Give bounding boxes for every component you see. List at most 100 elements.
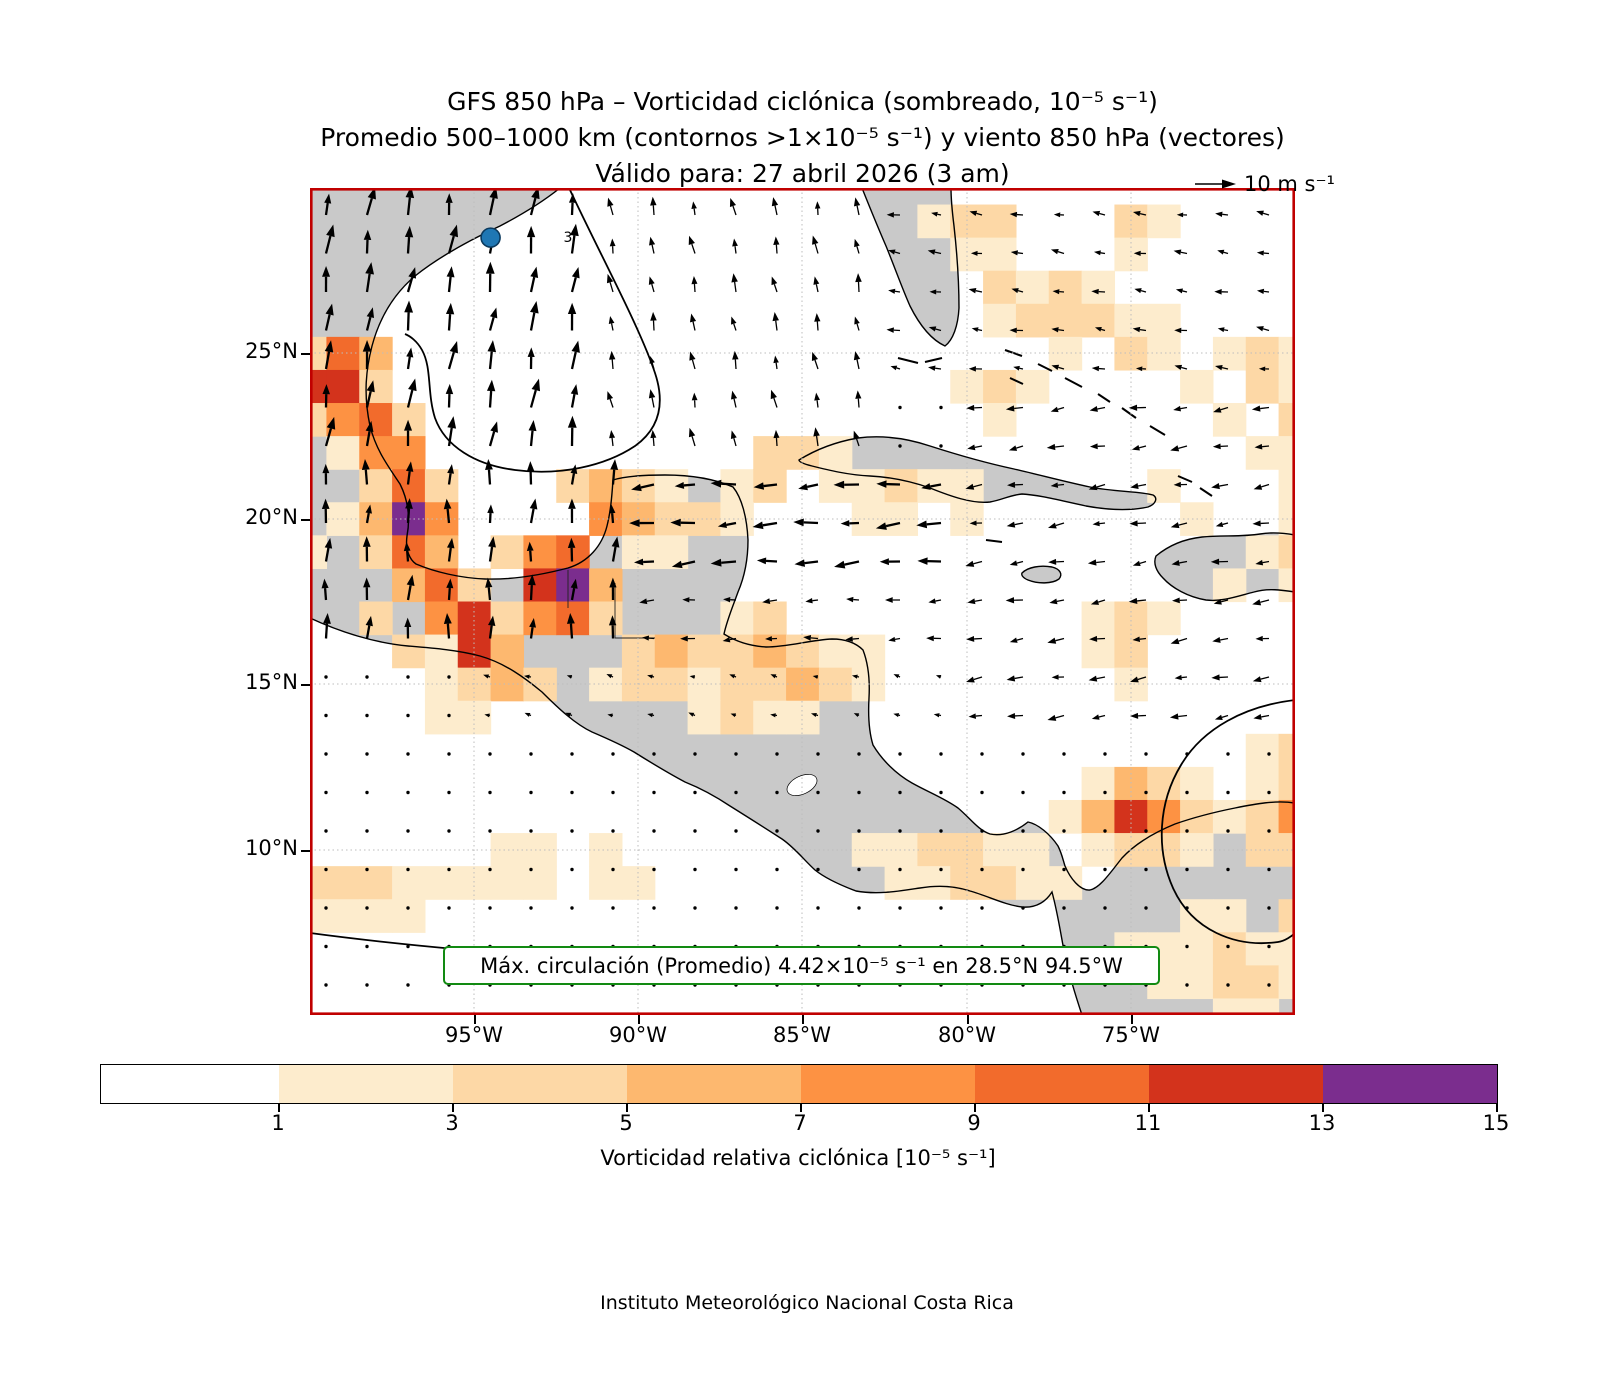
wind-vector-shaft	[733, 398, 737, 408]
wind-vector-shaft	[814, 359, 819, 370]
wind-vector-arrow	[688, 235, 695, 246]
vorticity-cell	[490, 667, 525, 702]
wind-calm-dot	[816, 790, 820, 795]
wind-vector-arrow	[527, 347, 535, 357]
wind-vector-shaft	[646, 599, 655, 602]
wind-calm-dot	[406, 675, 410, 679]
wind-vector-arrow	[485, 261, 495, 274]
vorticity-cell	[523, 667, 557, 702]
wind-vector-arrow	[968, 366, 976, 372]
wind-vector-shaft	[856, 246, 860, 254]
vorticity-cell	[424, 601, 459, 636]
wind-vector-arrow	[490, 421, 498, 433]
wind-calm-dot	[1185, 906, 1189, 910]
wind-vector-arrow	[404, 225, 414, 238]
wind-vector-arrow	[1087, 559, 1097, 566]
wind-calm-dot	[898, 444, 902, 448]
wind-vector-shaft	[1181, 366, 1188, 370]
wind-vector-shaft	[570, 235, 576, 254]
wind-vector-shaft	[1179, 560, 1188, 564]
wind-vector-arrow	[324, 340, 334, 353]
wind-vector-shaft	[1017, 252, 1024, 255]
vorticity-cell	[1147, 336, 1181, 371]
wind-vector-arrow	[770, 389, 777, 400]
wind-vector-arrow	[969, 520, 977, 526]
wind-vector-arrow	[1132, 210, 1141, 217]
wind-vector-arrow	[970, 250, 978, 256]
wind-vector-arrow	[607, 197, 614, 207]
wind-vector-shaft	[1057, 251, 1065, 255]
wind-vector-shaft	[1220, 599, 1229, 603]
wind-vector-shaft	[406, 471, 411, 485]
wind-calm-dot	[1267, 752, 1271, 756]
wind-vector-arrow	[886, 212, 894, 218]
wind-vector-arrow	[570, 223, 579, 237]
wind-vector-arrow	[647, 674, 653, 679]
wind-calm-dot	[939, 906, 943, 910]
lat-tick-label: 25°N	[245, 339, 298, 363]
wind-calm-dot	[1021, 906, 1025, 910]
wind-vector-arrow	[1089, 406, 1098, 412]
wind-vector-shaft	[734, 246, 737, 254]
wind-vector-arrow	[405, 498, 413, 509]
wind-vector-shaft	[529, 312, 536, 331]
wind-vector-shaft	[898, 675, 901, 678]
wind-vector-shaft	[446, 623, 451, 639]
wind-calm-dot	[980, 906, 984, 910]
wind-vector-arrow	[487, 504, 494, 514]
vorticity-cell	[1048, 336, 1083, 371]
wind-vector-arrow	[323, 612, 331, 624]
vorticity-cell	[621, 866, 656, 900]
vorticity-cell	[310, 369, 328, 404]
wind-vector-arrow	[888, 249, 896, 255]
vorticity-cell	[621, 634, 656, 669]
wind-vector-shaft	[1139, 637, 1147, 640]
wind-vector-shaft	[894, 251, 901, 255]
wind-vector-arrow	[1007, 481, 1016, 488]
vorticity-cell	[424, 535, 459, 570]
wind-calm-dot	[1144, 867, 1148, 872]
wind-vector-arrow	[607, 391, 614, 401]
wind-vector-arrow	[650, 196, 657, 206]
wind-vector-arrow	[1170, 522, 1180, 529]
max-circulation-marker	[480, 227, 501, 248]
wind-vector-shaft	[1140, 290, 1147, 293]
wind-vector-arrow	[609, 577, 617, 588]
wind-calm-dot	[324, 713, 328, 718]
wind-calm-dot	[1021, 752, 1025, 756]
wind-vector-shaft	[773, 283, 778, 293]
wind-vector-arrow	[812, 675, 818, 679]
wind-calm-dot	[447, 675, 451, 679]
wind-vector-arrow	[731, 316, 737, 325]
vorticity-cell	[326, 336, 360, 371]
contour-label-bg	[560, 226, 576, 246]
wind-vector-shaft	[769, 599, 778, 602]
wind-calm-dot	[734, 906, 738, 910]
wind-vector-arrow	[488, 615, 496, 626]
wind-vector-arrow	[1128, 404, 1138, 411]
quiver-key: 10 m s⁻¹	[1193, 172, 1335, 196]
vorticity-cell	[1015, 866, 1050, 900]
wind-vector-arrow	[365, 615, 373, 627]
wind-vector-arrow	[722, 636, 731, 643]
vorticity-cell	[786, 436, 820, 470]
wind-vector-arrow	[1215, 211, 1223, 218]
wind-vector-arrow	[449, 224, 459, 238]
wind-vector-shaft	[447, 473, 452, 485]
wind-vector-arrow	[484, 713, 490, 718]
colorbar-tick-mark	[974, 1104, 976, 1112]
vorticity-cell	[589, 601, 623, 636]
vorticity-cell	[1081, 799, 1116, 834]
wind-vector-shaft	[774, 205, 778, 216]
wind-vector-shaft	[447, 587, 451, 601]
wind-vector-arrow	[928, 326, 937, 332]
wind-vector-shaft	[1014, 406, 1024, 410]
wind-vector-arrow	[1053, 212, 1061, 218]
wind-calm-dot	[775, 867, 779, 872]
wind-vector-arrow	[927, 249, 936, 255]
wind-vector-arrow	[365, 504, 372, 514]
wind-vector-shaft	[447, 314, 452, 331]
wind-vector-arrow	[1176, 212, 1184, 218]
wind-vector-arrow	[1005, 405, 1015, 412]
vorticity-cell	[818, 469, 853, 503]
